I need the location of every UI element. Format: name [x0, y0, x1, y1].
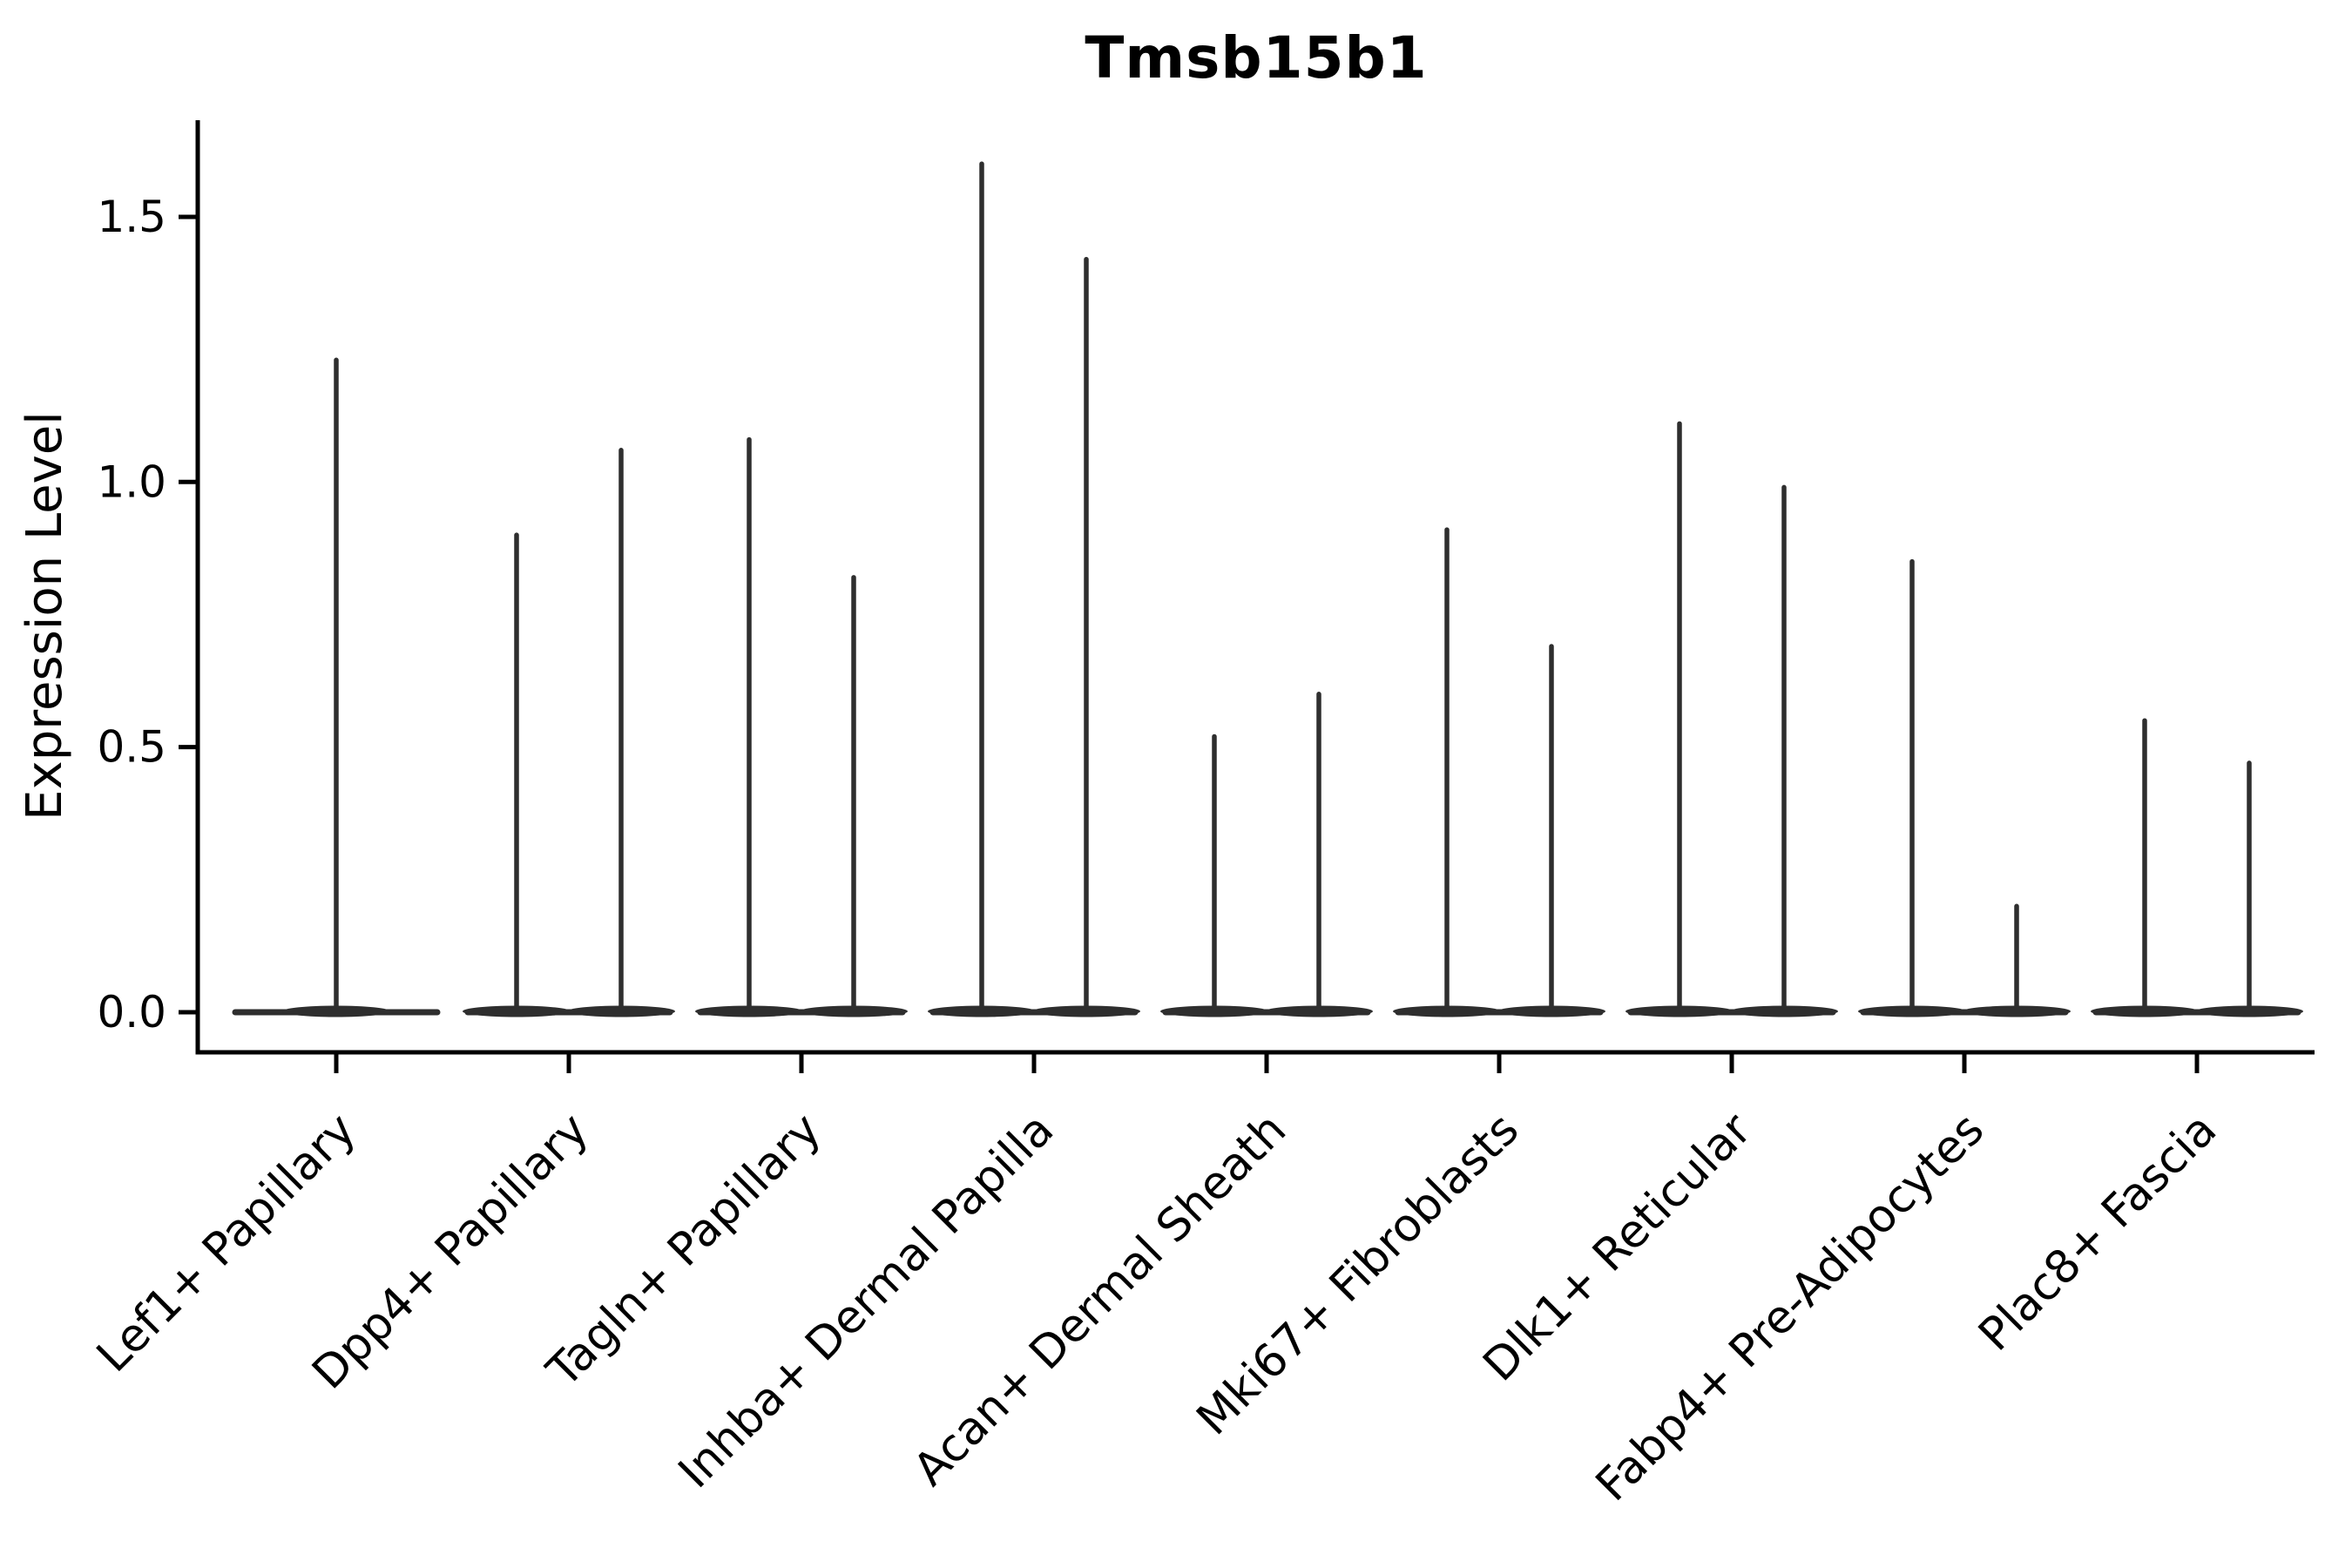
chart-title: Tmsb15b1	[1085, 24, 1428, 91]
y-tick-label: 1.5	[97, 192, 166, 242]
y-tick-label: 1.0	[97, 456, 166, 507]
y-axis-title: Expression Level	[17, 411, 73, 821]
y-tick-label: 0.0	[97, 987, 166, 1037]
y-tick-label: 0.5	[97, 722, 166, 773]
